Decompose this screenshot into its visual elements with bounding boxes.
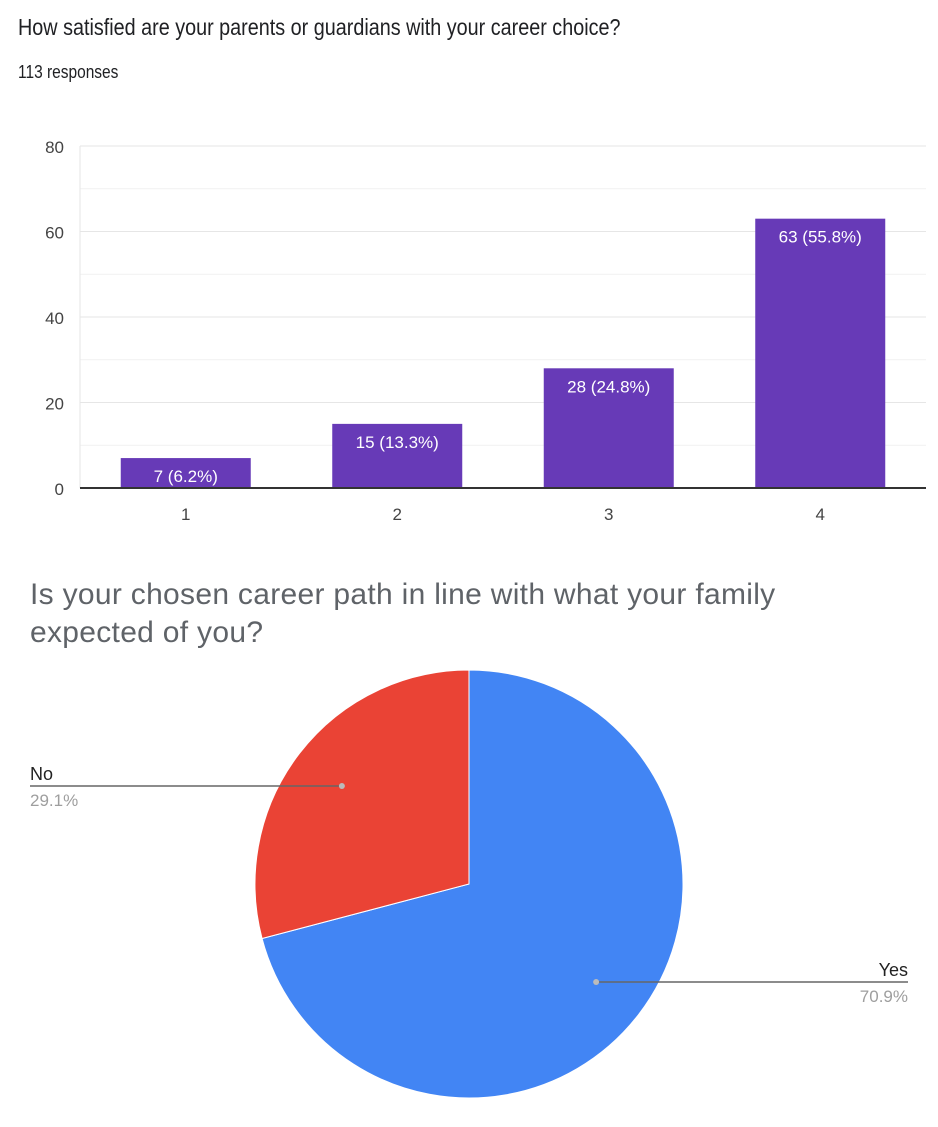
leader-dot — [338, 783, 345, 790]
y-tick-label: 0 — [55, 480, 64, 499]
x-tick-label: 3 — [604, 505, 613, 524]
pie-label-no: No — [30, 764, 53, 784]
bar-data-label: 7 (6.2%) — [154, 467, 218, 486]
y-tick-label: 20 — [45, 395, 64, 414]
bar — [543, 368, 674, 488]
y-tick-label: 80 — [45, 138, 64, 157]
pie-label-yes: Yes — [879, 960, 908, 980]
x-tick-label: 4 — [816, 505, 825, 524]
bar-chart-title: How satisfied are your parents or guardi… — [18, 14, 621, 40]
pie-chart-title: Is your chosen career path in line with … — [30, 578, 776, 649]
x-tick-label: 1 — [181, 505, 190, 524]
bar-data-label: 15 (13.3%) — [356, 433, 439, 452]
x-tick-label: 2 — [393, 505, 402, 524]
y-tick-label: 60 — [45, 224, 64, 243]
bar — [120, 458, 251, 488]
pie-chart: Yes 70.9% No 29.1% — [30, 669, 908, 1099]
pie-slice-no — [254, 669, 470, 940]
bar — [755, 218, 886, 489]
bar-chart: 0 20 40 60 80 7 (6.2%) 1 15 (13.3%) 2 28 (24.8%) 3… — [45, 138, 926, 524]
pie-percent-yes: 70.9% — [860, 987, 908, 1006]
bar — [332, 423, 463, 488]
response-count: 113 responses — [18, 62, 119, 82]
pie-slice-yes — [261, 669, 684, 1099]
bar-data-label: 28 (24.8%) — [567, 377, 650, 396]
bar-data-label: 63 (55.8%) — [779, 228, 862, 247]
pie-percent-no: 29.1% — [30, 791, 78, 810]
leader-dot — [593, 978, 600, 985]
y-tick-label: 40 — [45, 309, 64, 328]
